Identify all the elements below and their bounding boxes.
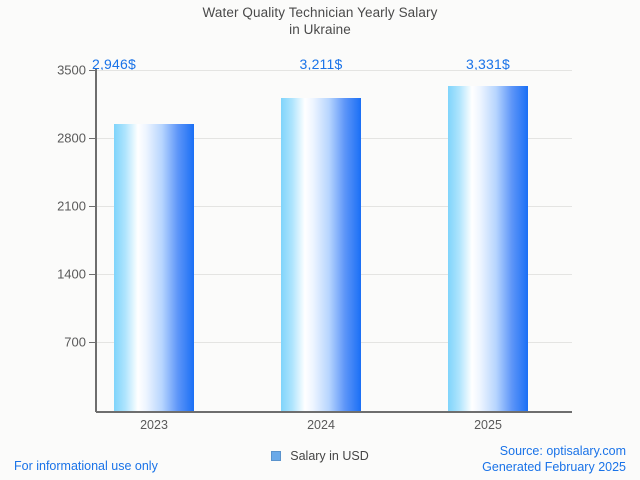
footer-source: Source: optisalary.com [499, 444, 626, 458]
legend-swatch-icon [271, 451, 282, 461]
x-tick-label-2023: 2023 [140, 418, 168, 432]
footer-disclaimer: For informational use only [14, 459, 158, 473]
y-tick-label-1400: 1400 [57, 266, 86, 282]
bar-2023[interactable] [114, 124, 194, 411]
chart-title: Water Quality Technician Yearly Salary i… [0, 4, 640, 38]
y-tick-mark-3500 [89, 70, 95, 71]
y-tick-mark-1400 [89, 274, 95, 275]
y-tick-label-2800: 2800 [57, 130, 86, 146]
bar-value-label-2025: 3,331$ [465, 56, 511, 72]
plot-area [96, 70, 572, 411]
bar-2025[interactable] [448, 86, 528, 411]
legend-label-salary-in-usd: Salary in USD [290, 449, 369, 463]
bar-value-label-2024: 3,211$ [299, 56, 343, 72]
bar-value-label-2023: 2,946$ [91, 56, 137, 72]
gridline-3500 [96, 70, 572, 71]
footer-source-block: Source: optisalary.com Generated Februar… [482, 443, 626, 475]
y-tick-mark-2100 [89, 206, 95, 207]
y-tick-label-2100: 2100 [57, 198, 86, 214]
y-tick-label-700: 700 [64, 334, 86, 350]
bar-2024[interactable] [281, 98, 361, 411]
y-tick-mark-700 [89, 342, 95, 343]
y-axis-line [95, 69, 97, 412]
y-axis-labels: 3500 2800 2100 1400 700 [0, 0, 86, 480]
y-tick-mark-2800 [89, 138, 95, 139]
y-tick-label-3500: 3500 [57, 62, 86, 78]
chart-legend[interactable]: Salary in USD [0, 449, 640, 463]
x-axis-line [96, 411, 572, 413]
footer-generated-date: Generated February 2025 [482, 460, 626, 474]
x-tick-label-2025: 2025 [474, 418, 502, 432]
chart-title-line-2: in Ukraine [289, 22, 351, 37]
x-tick-label-2024: 2024 [307, 418, 335, 432]
chart-title-line-1: Water Quality Technician Yearly Salary [202, 5, 438, 20]
